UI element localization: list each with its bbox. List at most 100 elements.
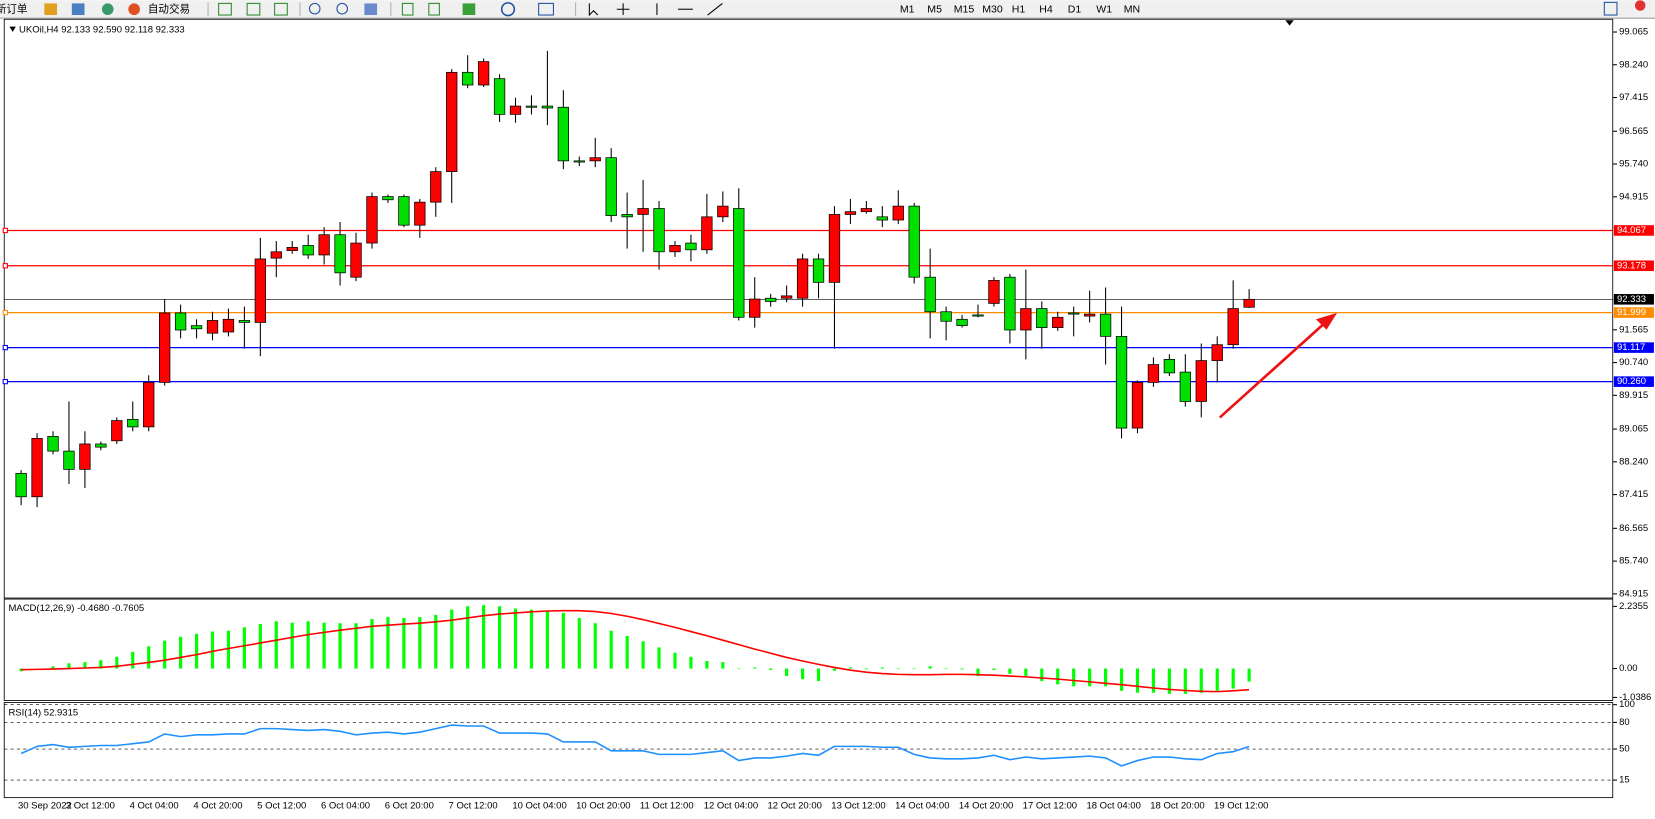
candle-body — [254, 258, 266, 323]
candle-body — [477, 61, 490, 86]
macd-bar — [944, 668, 948, 670]
y-tick-label: 95.740 — [1619, 159, 1648, 170]
y-tick-label: 50 — [1619, 744, 1630, 755]
icon — [308, 2, 321, 15]
macd-bar — [529, 609, 534, 669]
candle-body — [350, 242, 362, 278]
search-icon[interactable] — [1603, 1, 1618, 16]
macd-bar — [83, 662, 87, 669]
y-tick-label: 85.740 — [1619, 556, 1648, 567]
candle-body — [1099, 313, 1112, 337]
candle-body — [414, 201, 426, 226]
macd-bar — [769, 668, 773, 670]
candle-body — [270, 251, 282, 259]
candle-body — [79, 443, 91, 470]
x-tick-label: 17 Oct 12:00 — [1023, 801, 1077, 812]
candle-body — [31, 438, 43, 498]
candle-body — [63, 450, 75, 470]
macd-bar — [51, 666, 55, 669]
x-tick-label: 12 Oct 20:00 — [768, 801, 822, 812]
candle-body — [541, 105, 554, 109]
macd-bar — [386, 617, 390, 669]
macd-bar — [577, 617, 581, 669]
toolbar-button[interactable]: 自动交易 — [148, 3, 190, 16]
y-tick-label: 89.915 — [1619, 390, 1648, 401]
price-label-bg — [1613, 342, 1654, 353]
macd-bar — [466, 606, 470, 669]
macd-bar — [1040, 668, 1044, 682]
macd-bar — [1151, 668, 1156, 693]
candle-body — [1083, 313, 1096, 317]
candle-body — [589, 157, 601, 162]
candle-body — [1020, 308, 1032, 331]
timeframe-button[interactable]: MN — [1124, 4, 1140, 16]
candle-body — [573, 160, 585, 163]
price-label: 94.067 — [1617, 225, 1646, 236]
candle-body — [924, 276, 936, 313]
y-tick-label: 99.065 — [1619, 27, 1648, 38]
line-anchor — [2, 309, 8, 316]
candle-body — [95, 443, 107, 448]
icon — [616, 3, 630, 16]
line-anchor — [2, 227, 8, 234]
candle-body — [222, 318, 235, 333]
timeframe-button[interactable]: H1 — [1012, 4, 1026, 16]
icon — [428, 2, 440, 16]
timeframe-button[interactable]: M15 — [954, 4, 975, 16]
candle-body — [334, 234, 346, 274]
toolbar-icons — [9, 0, 1646, 32]
macd-bar — [131, 651, 135, 669]
timeframe-button[interactable]: M5 — [927, 4, 942, 16]
candle-body — [47, 436, 59, 452]
candle-body — [892, 205, 904, 221]
icon — [538, 2, 554, 16]
macd-bar — [1072, 668, 1076, 687]
x-tick-label: 14 Oct 04:00 — [895, 801, 949, 812]
icon — [462, 3, 476, 16]
toolbar-button[interactable]: 新订单 — [0, 3, 27, 16]
y-tick-label: 84.915 — [1619, 588, 1648, 599]
candle-body — [1068, 312, 1080, 315]
timeframe-button[interactable]: H4 — [1039, 4, 1053, 16]
candle-body — [318, 234, 330, 256]
y-tick-label: 100 — [1619, 699, 1635, 710]
icon — [274, 2, 288, 16]
timeframe-button[interactable]: W1 — [1096, 4, 1112, 16]
price-label-bg — [1613, 225, 1654, 236]
macd-bar — [1167, 668, 1171, 694]
icon — [128, 3, 140, 16]
macd-bar — [513, 608, 518, 669]
macd-bar — [657, 647, 661, 669]
macd-bar — [800, 668, 805, 680]
timeframe-button[interactable]: D1 — [1068, 4, 1082, 16]
timeframe-button[interactable]: M30 — [982, 4, 1003, 16]
panel-title: UKOil,H4 92.133 92.590 92.118 92.333 — [19, 24, 185, 35]
candle-body — [206, 320, 219, 334]
macd-bar — [1119, 668, 1124, 691]
candle-body — [653, 208, 665, 253]
candle-body — [685, 242, 697, 251]
candle-body — [127, 418, 139, 428]
candle-body — [509, 105, 522, 115]
macd-bar — [593, 623, 597, 669]
macd-bar — [880, 667, 884, 669]
macd-bar — [418, 617, 422, 669]
timeframe-button[interactable]: M1 — [900, 4, 915, 16]
panel-title: RSI(14) 52.9315 — [8, 708, 78, 719]
macd-bar — [721, 662, 725, 669]
price-label: 90.260 — [1617, 376, 1646, 387]
notification-badge[interactable] — [1634, 0, 1646, 11]
candle-body — [430, 171, 442, 203]
macd-bar — [545, 610, 549, 669]
macd-bar — [306, 621, 310, 669]
macd-bar — [1183, 668, 1187, 694]
macd-bar — [928, 666, 932, 669]
candle-body — [557, 106, 570, 162]
macd-bar — [705, 661, 709, 669]
macd-bar — [1056, 668, 1060, 685]
candle-body — [398, 196, 410, 226]
candle-body — [525, 105, 538, 108]
icon — [44, 3, 58, 16]
macd-bar — [322, 622, 326, 669]
